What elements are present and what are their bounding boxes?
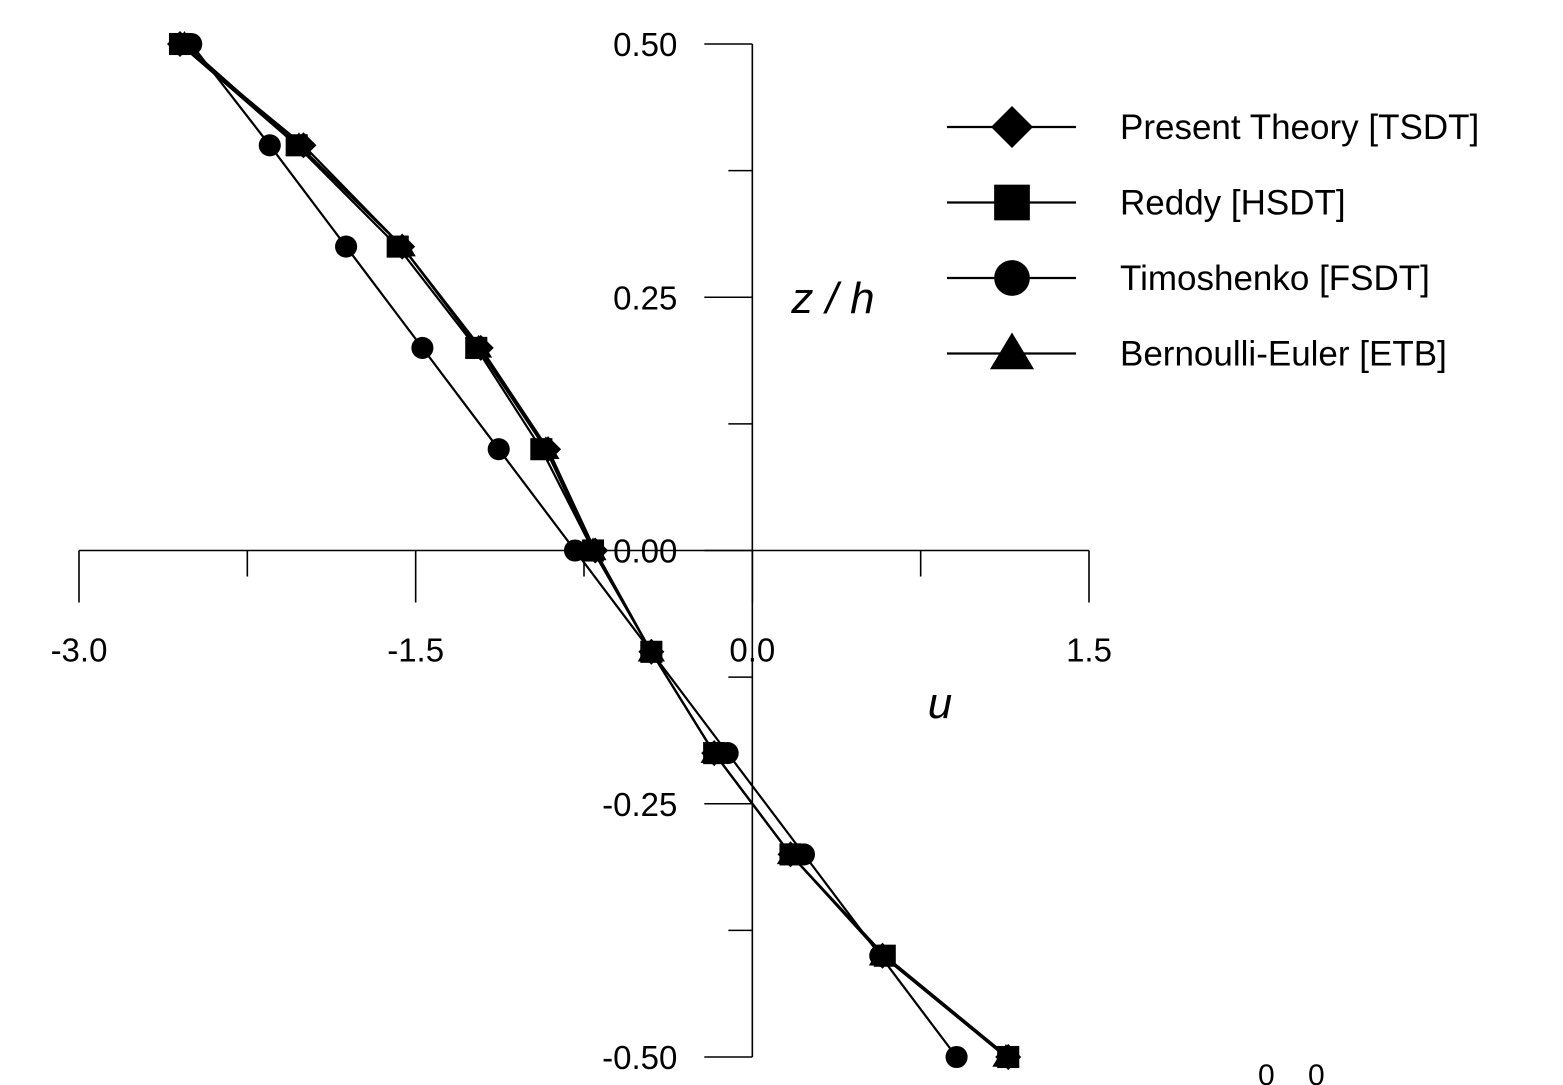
legend-marker-triangle: [989, 332, 1035, 370]
data-point-triangle: [868, 942, 897, 966]
data-point-triangle: [776, 841, 805, 865]
data-point-triangle: [992, 1044, 1020, 1067]
legend-label: Bernoulli-Euler [ETB]: [1120, 335, 1447, 374]
data-point-triangle: [170, 31, 199, 54]
data-point-triangle: [700, 740, 728, 763]
data-point-circle: [487, 438, 510, 461]
series-triangle: [170, 31, 1020, 1067]
legend: Present Theory [TSDT] Reddy [HSDT] Timoshe…: [947, 106, 1479, 374]
data-point-circle: [335, 235, 358, 258]
data-point-triangle: [532, 436, 560, 459]
x-ticks: -3.0 -1.5 0.0 1.5: [51, 550, 1112, 669]
data-point-triangle: [464, 334, 493, 358]
legend-label: Reddy [HSDT]: [1120, 184, 1346, 223]
x-tick-label: -1.5: [387, 632, 444, 669]
data-point-triangle: [285, 132, 313, 156]
y-axis-title: z / h: [790, 274, 874, 323]
x-tick-label: 1.5: [1066, 632, 1112, 669]
data-point-triangle: [579, 537, 607, 561]
x-tick-label: -3.0: [51, 632, 108, 669]
data-point-triangle: [388, 233, 416, 257]
data-point-triangle: [637, 638, 665, 662]
data-point-circle: [411, 336, 434, 359]
y-tick-label: -0.25: [602, 786, 677, 823]
y-tick-label: 0.25: [613, 279, 677, 316]
legend-marker-circle: [994, 260, 1030, 296]
data-point-circle: [258, 134, 281, 157]
legend-label: Present Theory [TSDT]: [1120, 108, 1479, 147]
data-point-circle: [945, 1045, 968, 1069]
legend-marker-square: [994, 184, 1030, 221]
axes: -3.0 -1.5 0.0 1.5 0.50 0.25 0.00 -0.25 -0.50: [51, 26, 1112, 1076]
y-tick-label: 0.50: [613, 26, 677, 63]
legend-marker-diamond: [991, 106, 1033, 148]
series-layer: [167, 31, 1022, 1070]
x-tick-label: 0.0: [729, 632, 775, 669]
legend-label: Timoshenko [FSDT]: [1120, 259, 1430, 298]
legend-entry: Reddy [HSDT]: [947, 184, 1346, 223]
data-point-circle: [563, 539, 587, 562]
legend-entry: Present Theory [TSDT]: [947, 106, 1479, 148]
y-tick-label: 0.00: [613, 533, 677, 570]
x-axis-title: u: [928, 679, 952, 728]
y-ticks: 0.50 0.25 0.00 -0.25 -0.50: [602, 26, 753, 1076]
y-tick-label: -0.50: [602, 1039, 677, 1076]
legend-entry: Timoshenko [FSDT]: [947, 259, 1430, 298]
legend-entry: Bernoulli-Euler [ETB]: [947, 332, 1447, 374]
corner-annotation: 0 0: [1258, 1059, 1325, 1085]
